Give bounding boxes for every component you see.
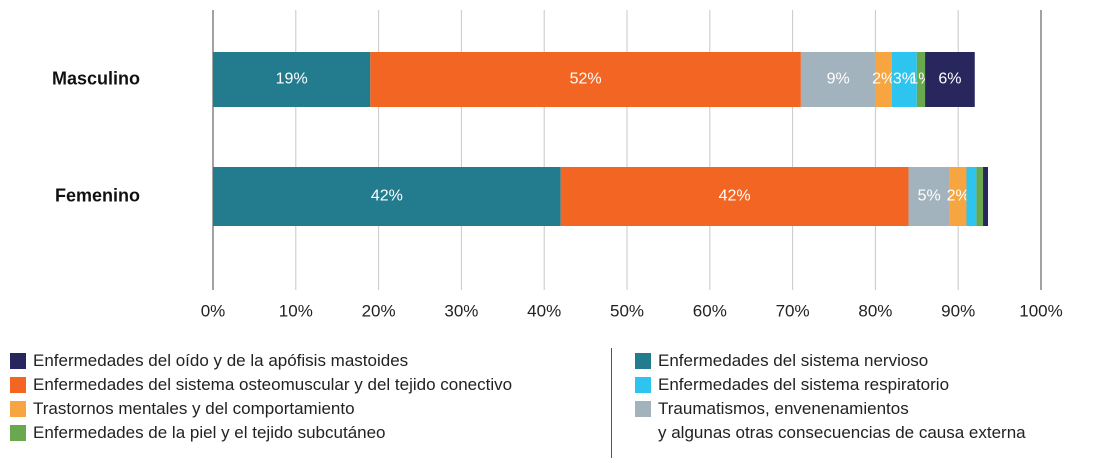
- x-tick-label: 10%: [279, 301, 313, 320]
- legend-swatch: [10, 401, 26, 417]
- bar-segment: [213, 52, 371, 107]
- data-label: 52%: [570, 71, 602, 88]
- bar-segment: [800, 52, 876, 107]
- legend-label: Traumatismos, envenenamientos y algunas …: [658, 399, 1026, 442]
- legend-swatch: [635, 401, 651, 417]
- legend-label: Enfermedades del oído y de la apófisis m…: [33, 351, 409, 370]
- chart: 0% 10% 20% 30% 40% 50% 60% 70% 80% 90% 100% Masculi…: [52, 10, 1063, 320]
- data-label: 9%: [827, 71, 850, 88]
- data-label: 2%: [947, 188, 970, 205]
- x-tick-label: 60%: [693, 301, 727, 320]
- x-tick-label: 70%: [776, 301, 810, 320]
- bar-segment: [891, 52, 917, 107]
- bar-segment: [966, 167, 977, 226]
- bar-segment: [976, 167, 984, 226]
- legend-label: Trastornos mentales y del comportamiento: [33, 399, 355, 418]
- legend-swatch: [10, 353, 26, 369]
- category-label: Masculino: [52, 68, 140, 88]
- x-tick-label: 40%: [527, 301, 561, 320]
- data-label: 19%: [276, 71, 308, 88]
- bar-segment: [560, 167, 909, 226]
- x-tick-label: 50%: [610, 301, 644, 320]
- bar-segment: [370, 52, 801, 107]
- data-label: 5%: [918, 188, 941, 205]
- bar-segment: [908, 167, 950, 226]
- bar-segment: [213, 167, 561, 226]
- data-label: 6%: [938, 71, 961, 88]
- data-label: 3%: [893, 71, 916, 88]
- legend-label: Enfermedades del sistema nervioso: [658, 351, 929, 370]
- x-tick-label: 80%: [858, 301, 892, 320]
- legend-swatch: [635, 353, 651, 369]
- legend-label: Enfermedades del sistema respiratorio: [658, 375, 950, 394]
- x-tick-label: 0%: [201, 301, 226, 320]
- legend-swatch: [10, 425, 26, 441]
- legend-label: Enfermedades de la piel y el tejido subc…: [33, 423, 386, 442]
- data-label: 42%: [371, 188, 403, 205]
- bar-segment: [925, 52, 975, 107]
- x-tick-label: 20%: [362, 301, 396, 320]
- legend-swatch: [10, 377, 26, 393]
- bar-segment: [983, 167, 989, 226]
- bar-segment: [875, 52, 892, 107]
- bar-segment: [916, 52, 926, 107]
- legend-divider: [611, 348, 612, 458]
- category-label: Femenino: [55, 185, 140, 205]
- legend-label: Enfermedades del sistema osteomuscular y…: [33, 375, 513, 394]
- x-tick-label: 100%: [1019, 301, 1062, 320]
- data-label: 2%: [872, 71, 895, 88]
- legend-swatch: [635, 377, 651, 393]
- x-tick-label: 90%: [941, 301, 975, 320]
- x-tick-label: 30%: [444, 301, 478, 320]
- bar-segment: [949, 167, 967, 226]
- data-label: 42%: [719, 188, 751, 205]
